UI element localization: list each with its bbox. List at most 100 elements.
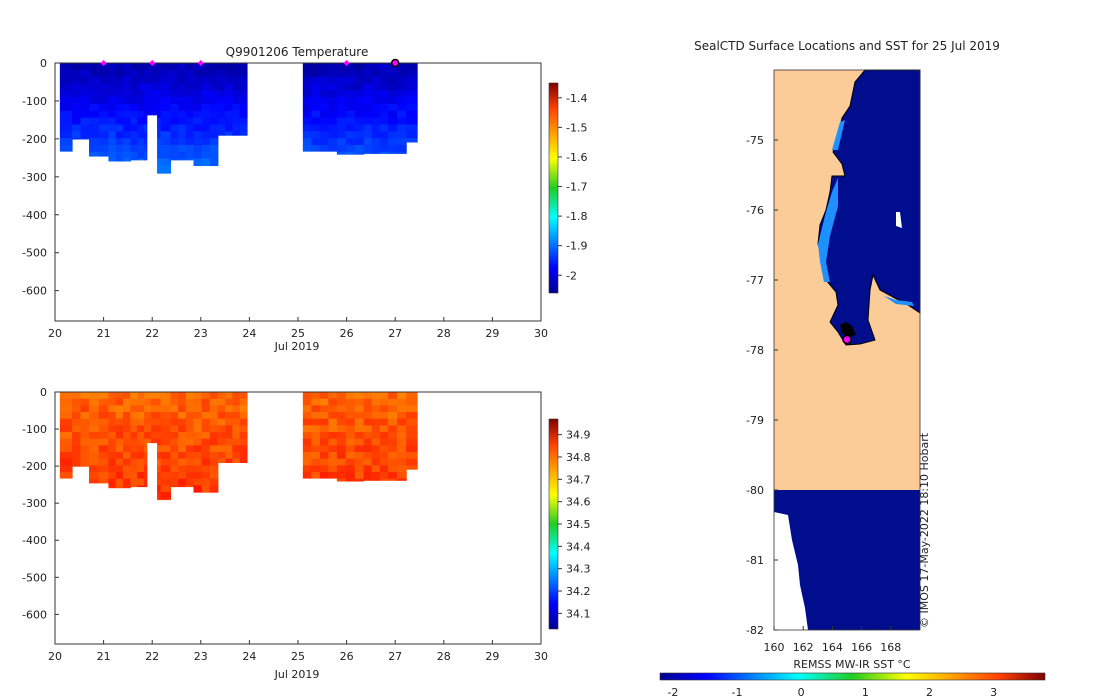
- section-cell: [115, 452, 124, 460]
- section-cell: [302, 412, 312, 420]
- section-cell: [123, 418, 131, 426]
- sst-colorbar-label: REMSS MW-IR SST °C: [793, 658, 911, 671]
- colorbar-tick-label: 34.9: [566, 429, 591, 442]
- section-cell: [406, 465, 418, 470]
- salinity-panel: 20 21 22 23 24 25 26 27 28 29 30 0 -100 -200 -300 -400…: [22, 386, 590, 681]
- section-cell: [170, 412, 179, 420]
- section-cell: [178, 485, 187, 488]
- section-cell: [170, 131, 179, 139]
- map-y-tick-label: -75: [746, 134, 764, 147]
- section-cell: [59, 103, 73, 112]
- section-cell: [108, 83, 117, 91]
- section-cell: [225, 124, 233, 132]
- section-cell: [59, 90, 73, 98]
- section-cell: [72, 445, 82, 453]
- colorbar-tick-label: -1.6: [566, 151, 587, 164]
- section-cell: [345, 398, 356, 406]
- section-cell: [72, 69, 82, 78]
- section-cell: [217, 76, 226, 85]
- section-cell: [170, 452, 179, 460]
- section-cell: [144, 90, 152, 98]
- section-cell: [319, 131, 329, 139]
- section-cell: [225, 97, 233, 105]
- section-cell: [397, 412, 407, 420]
- section-cell: [387, 144, 398, 153]
- section-cell: [98, 69, 110, 78]
- section-cell: [371, 103, 381, 112]
- section-cell: [239, 398, 248, 406]
- y-tick-label: -300: [22, 497, 47, 510]
- section-cell: [115, 63, 124, 71]
- section-cell: [302, 445, 312, 453]
- section-cell: [232, 425, 241, 433]
- section-cell: [232, 110, 241, 119]
- section-cell: [379, 117, 389, 126]
- y-tick-label: -600: [22, 285, 47, 298]
- section-cell: [302, 103, 312, 112]
- sst-colorbar: [659, 672, 1046, 681]
- section-cell: [354, 83, 365, 91]
- colorbar-tick-label: -1.4: [566, 92, 587, 105]
- section-cell: [336, 445, 347, 453]
- section-cell: [160, 151, 172, 160]
- section-cell: [185, 117, 195, 126]
- section-cell: [72, 405, 82, 413]
- section-cell: [123, 63, 131, 71]
- section-cell: [302, 472, 312, 479]
- section-cell: [185, 76, 195, 85]
- section-cell: [336, 110, 347, 119]
- section-cell: [160, 131, 172, 139]
- section-cell: [311, 144, 321, 152]
- section-cell: [345, 138, 356, 146]
- temperature-colorbar-ticks: -1.4 -1.5 -1.6 -1.7 -1.8 -1.9 -2: [558, 92, 587, 282]
- section-cell: [160, 418, 172, 426]
- section-cell: [302, 97, 312, 105]
- map-x-tick-label: 164: [822, 641, 843, 654]
- section-cell: [98, 83, 110, 91]
- section-cell: [354, 472, 365, 480]
- y-tick-label: -400: [22, 209, 47, 222]
- section-cell: [201, 458, 211, 466]
- section-cell: [160, 69, 172, 78]
- section-cell: [387, 63, 398, 71]
- section-cell: [336, 63, 347, 71]
- section-cell: [170, 445, 179, 453]
- section-cell: [98, 103, 110, 112]
- section-cell: [225, 398, 233, 406]
- section-cell: [160, 405, 172, 413]
- section-cell: [345, 117, 356, 126]
- section-cell: [371, 465, 381, 473]
- section-cell: [379, 151, 389, 154]
- section-cell: [363, 110, 373, 119]
- section-cell: [387, 465, 398, 473]
- section-cell: [239, 76, 248, 85]
- section-cell: [170, 398, 179, 406]
- section-cell: [89, 63, 100, 71]
- section-cell: [150, 69, 162, 78]
- section-cell: [193, 405, 203, 413]
- section-cell: [80, 90, 90, 98]
- section-cell: [345, 83, 356, 91]
- section-cell: [201, 69, 211, 78]
- colorbar-tick-label: -1.5: [566, 121, 587, 134]
- section-cell: [225, 117, 233, 126]
- section-cell: [371, 412, 381, 420]
- section-cell: [160, 165, 172, 173]
- section-cell: [328, 452, 338, 460]
- island-outline: [840, 322, 856, 337]
- section-cell: [80, 425, 90, 433]
- section-cell: [354, 452, 365, 460]
- colorbar-tick-label: -1.9: [566, 240, 587, 253]
- section-cell: [130, 97, 138, 105]
- section-cell: [137, 117, 145, 126]
- section-cell: [239, 69, 248, 78]
- section-cell: [371, 445, 381, 453]
- section-cell: [371, 138, 381, 146]
- section-cell: [387, 412, 398, 420]
- section-cell: [345, 425, 356, 433]
- section-cell: [397, 398, 407, 406]
- section-cell: [170, 124, 179, 132]
- section-cell: [363, 138, 373, 146]
- section-cell: [80, 83, 90, 91]
- section-cell: [108, 472, 117, 480]
